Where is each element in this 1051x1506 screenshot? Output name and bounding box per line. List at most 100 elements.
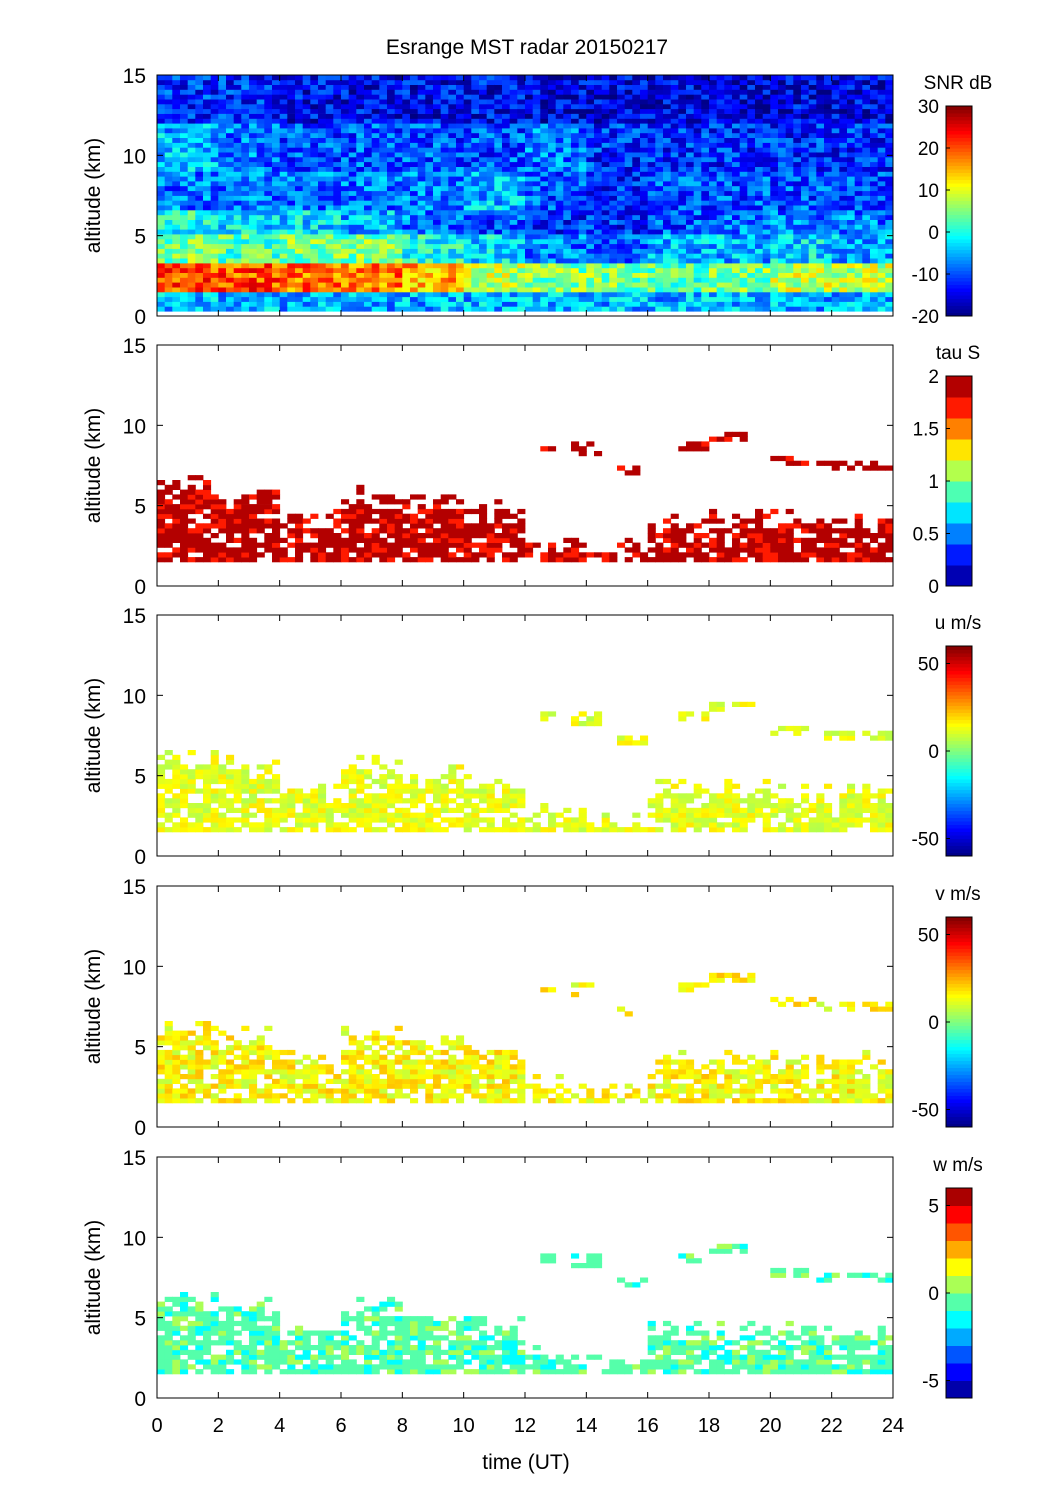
heatmap-cell xyxy=(441,94,449,99)
heatmap-cell xyxy=(395,157,403,162)
heatmap-cell xyxy=(349,176,357,181)
heatmap-cell xyxy=(349,253,357,258)
heatmap-cell xyxy=(839,287,847,292)
heatmap-cell xyxy=(793,133,801,138)
heatmap-cell xyxy=(548,215,556,220)
heatmap-cell xyxy=(379,138,387,143)
heatmap-cell xyxy=(609,138,617,143)
heatmap-cell xyxy=(747,94,755,99)
heatmap-cell xyxy=(586,90,594,95)
heatmap-cell xyxy=(264,268,272,273)
heatmap-cell xyxy=(755,186,763,191)
heatmap-cell xyxy=(510,90,518,95)
heatmap-cell xyxy=(678,138,686,143)
heatmap-cell xyxy=(602,85,610,90)
heatmap-cell xyxy=(295,80,303,85)
heatmap-cell xyxy=(157,210,165,215)
heatmap-cell xyxy=(272,114,280,119)
heatmap-cell xyxy=(770,75,778,80)
heatmap-cell xyxy=(786,176,794,181)
heatmap-cell xyxy=(195,282,203,287)
heatmap-cell xyxy=(425,229,433,234)
heatmap-cell xyxy=(648,234,656,239)
heatmap-cell xyxy=(494,99,502,104)
heatmap-cell xyxy=(356,162,364,167)
heatmap-cell xyxy=(341,277,349,282)
heatmap-cell xyxy=(824,287,832,292)
heatmap-cell xyxy=(487,196,495,201)
heatmap-cell xyxy=(418,99,426,104)
heatmap-cell xyxy=(778,123,786,128)
heatmap-cell xyxy=(456,224,464,229)
heatmap-cell xyxy=(678,273,686,278)
heatmap-cell xyxy=(295,196,303,201)
heatmap-cell xyxy=(203,90,211,95)
heatmap-cell xyxy=(280,215,288,220)
heatmap-cell xyxy=(418,176,426,181)
colorbar-segment xyxy=(946,292,972,296)
heatmap-cell xyxy=(295,176,303,181)
heatmap-cell xyxy=(410,162,418,167)
heatmap-cell xyxy=(180,191,188,196)
heatmap-cell xyxy=(303,162,311,167)
heatmap-cell xyxy=(655,109,663,114)
heatmap-cell xyxy=(740,253,748,258)
heatmap-cell xyxy=(479,162,487,167)
heatmap-cell xyxy=(602,244,610,249)
heatmap-cell xyxy=(510,263,518,268)
heatmap-cell xyxy=(671,292,679,297)
heatmap-cell xyxy=(694,167,702,172)
heatmap-cell xyxy=(272,220,280,225)
heatmap-cell xyxy=(878,104,886,109)
heatmap-cell xyxy=(448,229,456,234)
heatmap-cell xyxy=(824,297,832,302)
heatmap-cell xyxy=(878,220,886,225)
heatmap-cell xyxy=(870,157,878,162)
heatmap-cell xyxy=(533,224,541,229)
heatmap-cell xyxy=(770,133,778,138)
heatmap-cell xyxy=(203,133,211,138)
heatmap-cell xyxy=(862,85,870,90)
heatmap-cell xyxy=(203,229,211,234)
heatmap-cell xyxy=(885,297,893,302)
heatmap-cell xyxy=(778,239,786,244)
heatmap-cell xyxy=(525,205,533,210)
heatmap-cell xyxy=(433,268,441,273)
heatmap-cell xyxy=(717,123,725,128)
heatmap-cell xyxy=(395,123,403,128)
heatmap-cell xyxy=(295,297,303,302)
heatmap-cell xyxy=(471,99,479,104)
heatmap-cell xyxy=(264,152,272,157)
heatmap-cell xyxy=(747,104,755,109)
heatmap-cell xyxy=(540,258,548,263)
heatmap-cell xyxy=(195,176,203,181)
heatmap-cell xyxy=(809,306,817,311)
heatmap-cell xyxy=(579,234,587,239)
heatmap-cell xyxy=(885,253,893,258)
heatmap-cell xyxy=(663,176,671,181)
heatmap-cell xyxy=(525,287,533,292)
heatmap-cell xyxy=(372,85,380,90)
heatmap-cell xyxy=(326,109,334,114)
heatmap-cell xyxy=(211,176,219,181)
heatmap-cell xyxy=(379,167,387,172)
heatmap-cell xyxy=(234,114,242,119)
heatmap-cell xyxy=(525,99,533,104)
heatmap-cell xyxy=(165,133,173,138)
heatmap-cell xyxy=(709,282,717,287)
heatmap-cell xyxy=(172,249,180,254)
heatmap-cell xyxy=(310,99,318,104)
heatmap-cell xyxy=(272,162,280,167)
heatmap-cell xyxy=(272,90,280,95)
heatmap-cell xyxy=(663,297,671,302)
heatmap-cell xyxy=(602,181,610,186)
heatmap-cell xyxy=(855,268,863,273)
heatmap-cell xyxy=(556,147,564,152)
heatmap-cell xyxy=(188,302,196,307)
heatmap-cell xyxy=(333,224,341,229)
heatmap-cell xyxy=(816,186,824,191)
heatmap-cell xyxy=(241,210,249,215)
heatmap-cell xyxy=(533,94,541,99)
heatmap-cell xyxy=(671,268,679,273)
heatmap-cell xyxy=(793,94,801,99)
